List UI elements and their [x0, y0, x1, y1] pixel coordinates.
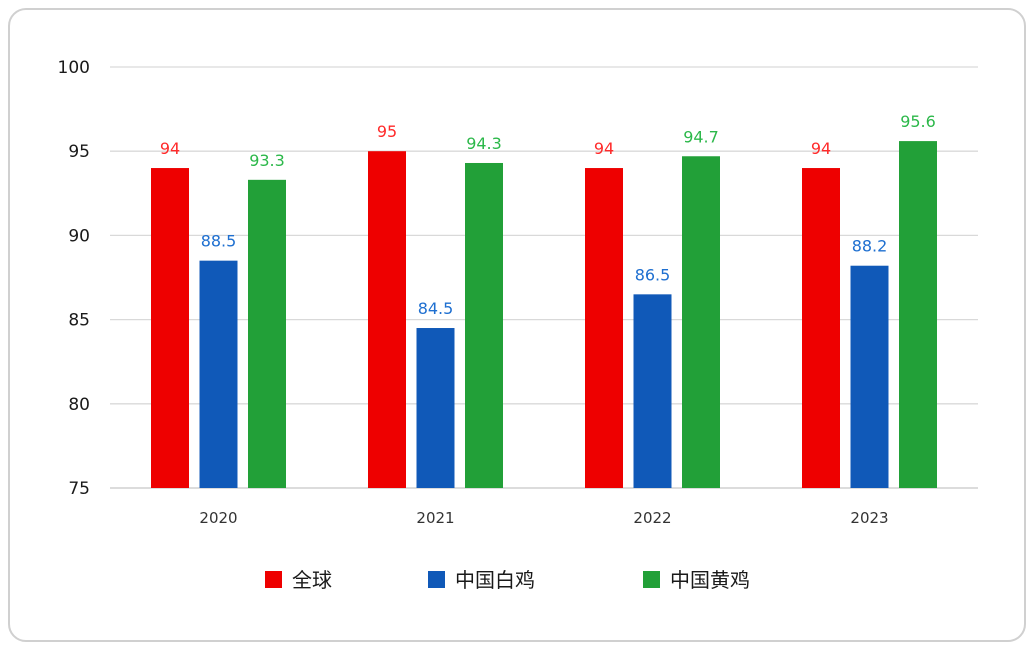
data-label: 84.5: [418, 299, 454, 318]
data-label: 94.3: [466, 134, 502, 153]
legend-item: 中国黄鸡: [643, 568, 750, 592]
x-tick-label: 2023: [850, 509, 888, 527]
bar: [585, 168, 623, 489]
data-label: 95: [377, 122, 397, 141]
y-tick-label: 85: [68, 311, 90, 331]
legend-item: 全球: [265, 568, 332, 592]
data-label: 88.5: [201, 232, 237, 251]
bar: [682, 156, 720, 488]
y-tick-label: 95: [68, 142, 90, 162]
x-axis-categories: 2020 2021 2022 2023: [199, 509, 888, 527]
bar: [416, 328, 455, 488]
legend-swatch: [643, 571, 660, 588]
data-labels: 94 88.5 93.3 95 84.5 94.3 94 86.5 94.7 94 88.2 95.6: [160, 112, 936, 318]
bars: [151, 141, 937, 489]
y-tick-label: 80: [68, 395, 90, 415]
legend-label: 中国白鸡: [455, 568, 535, 592]
y-tick-label: 90: [68, 226, 90, 246]
bar: [802, 168, 840, 489]
legend: 全球 中国白鸡 中国黄鸡: [265, 568, 750, 592]
bar: [151, 168, 189, 489]
data-label: 86.5: [635, 265, 671, 284]
legend-swatch: [428, 571, 445, 588]
data-label: 94.7: [683, 127, 719, 146]
data-label: 94: [811, 139, 831, 158]
data-label: 88.2: [852, 237, 888, 256]
bar: [368, 151, 406, 488]
gridlines: [110, 66, 978, 489]
data-label: 93.3: [249, 151, 285, 170]
data-label: 94: [594, 139, 614, 158]
y-tick-label: 75: [68, 479, 90, 499]
bar: [633, 294, 672, 488]
x-tick-label: 2022: [633, 509, 671, 527]
legend-label: 中国黄鸡: [670, 568, 750, 592]
y-tick-label: 100: [58, 58, 90, 78]
data-label: 94: [160, 139, 180, 158]
bar: [899, 141, 937, 488]
bar: [199, 260, 238, 488]
x-tick-label: 2020: [199, 509, 237, 527]
legend-item: 中国白鸡: [428, 568, 535, 592]
data-label: 95.6: [900, 112, 936, 131]
legend-label: 全球: [292, 568, 332, 592]
legend-swatch: [265, 571, 282, 588]
y-axis-ticks: 75 80 85 90 95 100: [58, 58, 90, 499]
x-tick-label: 2021: [416, 509, 454, 527]
bar: [248, 179, 286, 488]
bar: [465, 162, 503, 488]
bar: [850, 265, 889, 488]
